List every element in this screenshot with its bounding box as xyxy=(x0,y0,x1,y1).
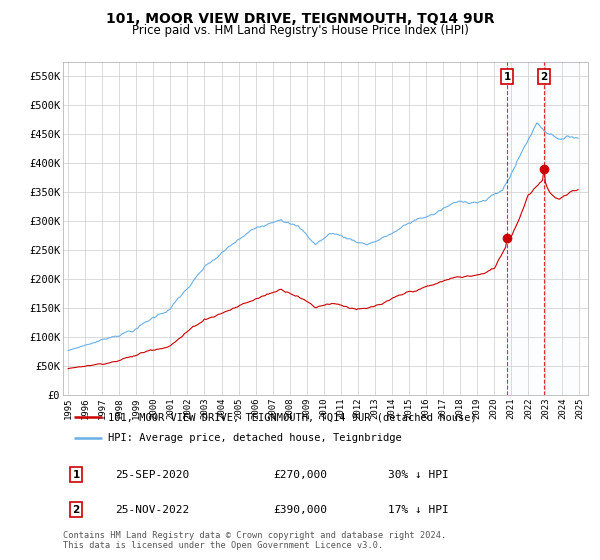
Text: HPI: Average price, detached house, Teignbridge: HPI: Average price, detached house, Teig… xyxy=(107,433,401,444)
Text: 30% ↓ HPI: 30% ↓ HPI xyxy=(389,470,449,479)
Text: Price paid vs. HM Land Registry's House Price Index (HPI): Price paid vs. HM Land Registry's House … xyxy=(131,24,469,36)
Text: 1: 1 xyxy=(73,470,80,479)
Text: 25-NOV-2022: 25-NOV-2022 xyxy=(115,505,190,515)
Text: 2: 2 xyxy=(73,505,80,515)
Text: 2: 2 xyxy=(541,72,548,82)
Text: Contains HM Land Registry data © Crown copyright and database right 2024.
This d: Contains HM Land Registry data © Crown c… xyxy=(63,530,446,550)
Text: £270,000: £270,000 xyxy=(273,470,327,479)
Text: 25-SEP-2020: 25-SEP-2020 xyxy=(115,470,190,479)
Text: £390,000: £390,000 xyxy=(273,505,327,515)
Bar xyxy=(507,62,580,395)
Text: 17% ↓ HPI: 17% ↓ HPI xyxy=(389,505,449,515)
Text: 101, MOOR VIEW DRIVE, TEIGNMOUTH, TQ14 9UR (detached house): 101, MOOR VIEW DRIVE, TEIGNMOUTH, TQ14 9… xyxy=(107,412,476,422)
Text: 101, MOOR VIEW DRIVE, TEIGNMOUTH, TQ14 9UR: 101, MOOR VIEW DRIVE, TEIGNMOUTH, TQ14 9… xyxy=(106,12,494,26)
Text: 1: 1 xyxy=(503,72,511,82)
